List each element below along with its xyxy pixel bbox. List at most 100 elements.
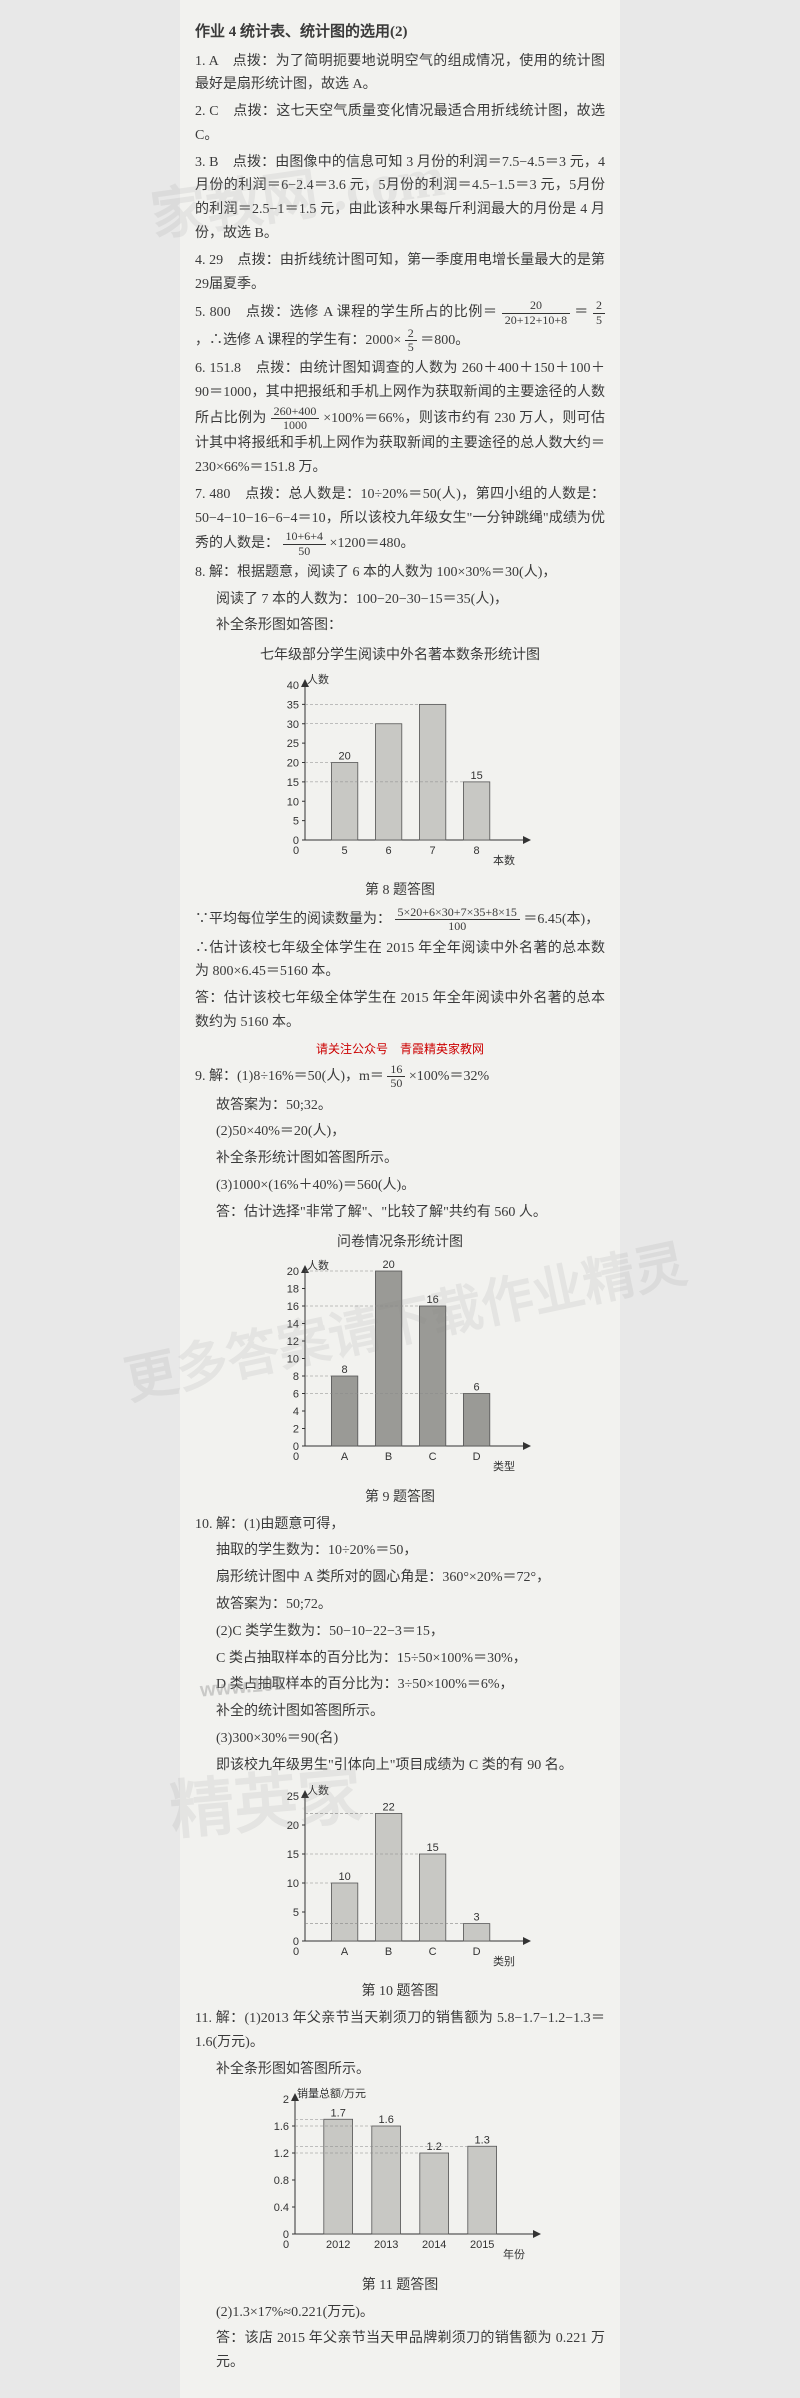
fraction: 25	[405, 327, 417, 354]
chart11-caption: 第 11 题答图	[195, 2274, 605, 2298]
svg-text:2: 2	[283, 2094, 289, 2106]
svg-text:20: 20	[338, 750, 350, 762]
svg-text:0: 0	[283, 2239, 289, 2251]
svg-text:8: 8	[293, 1371, 299, 1383]
answer-10d: 故答案为：50;72。	[195, 1593, 605, 1617]
answer-10c: 扇形统计图中 A 类所对的圆心角是：360°×20%＝72°，	[195, 1566, 605, 1590]
svg-text:2014: 2014	[422, 2239, 446, 2251]
text: ×1200＝480。	[330, 536, 415, 551]
svg-text:0.8: 0.8	[274, 2175, 289, 2187]
answer-10j: 即该校九年级男生"引体向上"项目成绩为 C 类的有 90 名。	[195, 1754, 605, 1778]
answer-9c: (2)50×40%＝20(人)，	[195, 1120, 605, 1144]
header-title: 作业 4 统计表、统计图的选用(2)	[195, 20, 605, 46]
answer-2: 2. C 点拨：这七天空气质量变化情况最适合用折线统计图，故选 C。	[195, 100, 605, 148]
svg-text:1.6: 1.6	[379, 2114, 394, 2126]
svg-text:14: 14	[287, 1319, 299, 1331]
svg-text:15: 15	[287, 777, 299, 789]
answer-3: 3. B 点拨：由图像中的信息可知 3 月份的利润＝7.5−4.5＝3 元，4月…	[195, 151, 605, 246]
svg-text:30: 30	[287, 719, 299, 731]
answer-4: 4. 29 点拨：由折线统计图可知，第一季度用电增长量最大的是第 29届夏季。	[195, 249, 605, 297]
answer-8-tail1: ∴估计该校七年级全体学生在 2015 年全年阅读中外名著的总本数为 800×6.…	[195, 937, 605, 985]
answer-10g: D 类占抽取样本的百分比为：3÷50×100%＝6%，	[195, 1673, 605, 1697]
answer-11c: (2)1.3×17%≈0.221(万元)。	[195, 2301, 605, 2325]
svg-text:20: 20	[287, 1266, 299, 1278]
answer-10a: 10. 解：(1)由题意可得，	[195, 1513, 605, 1537]
svg-text:8: 8	[342, 1364, 348, 1376]
svg-text:2015: 2015	[470, 2239, 494, 2251]
svg-text:0: 0	[293, 1451, 299, 1463]
svg-text:3: 3	[474, 1911, 480, 1923]
svg-text:1.6: 1.6	[274, 2121, 289, 2133]
fraction: 10+6+450	[283, 530, 327, 557]
svg-text:25: 25	[287, 1791, 299, 1803]
answer-7: 7. 480 点拨：总人数是：10÷20%＝50(人)，第四小组的人数是：50−…	[195, 483, 605, 558]
fraction: 260+4001000	[271, 405, 320, 432]
fraction: 2020+12+10+8	[502, 299, 570, 326]
chart10-caption: 第 10 题答图	[195, 1980, 605, 2004]
svg-text:16: 16	[287, 1301, 299, 1313]
svg-text:7: 7	[430, 845, 436, 857]
svg-text:B: B	[385, 1946, 392, 1958]
answer-10i: (3)300×30%＝90(名)	[195, 1727, 605, 1751]
fraction: 25	[593, 299, 605, 326]
chart8-caption: 第 8 题答图	[195, 879, 605, 903]
text: ＝	[574, 305, 589, 320]
svg-text:15: 15	[470, 770, 482, 782]
answer-9d: 补全条形统计图如答图所示。	[195, 1147, 605, 1171]
text: 9. 解：(1)8÷16%＝50(人)，m＝	[195, 1069, 384, 1084]
svg-text:2013: 2013	[374, 2239, 398, 2251]
svg-text:C: C	[429, 1946, 437, 1958]
svg-text:10: 10	[287, 796, 299, 808]
chart8-title: 七年级部分学生阅读中外名著本数条形统计图	[195, 644, 605, 668]
answer-9b: 故答案为：50;32。	[195, 1094, 605, 1118]
svg-text:人数: 人数	[307, 1784, 329, 1797]
answer-11b: 补全条形图如答图所示。	[195, 2058, 605, 2082]
svg-text:5: 5	[293, 1907, 299, 1919]
text: ＝800。	[420, 333, 469, 348]
answer-8c: 补全条形图如答图：	[195, 614, 605, 638]
text: 5. 800 点拨：选修 A 课程的学生所占的比例＝	[195, 305, 498, 320]
svg-text:25: 25	[287, 738, 299, 750]
text: ＝6.45(本)，	[523, 912, 599, 927]
fraction: 1650	[387, 1063, 405, 1090]
red-note: 请关注公众号 青霞精英家教网	[195, 1039, 605, 1059]
svg-text:40: 40	[287, 680, 299, 692]
answer-9a: 9. 解：(1)8÷16%＝50(人)，m＝ 1650 ×100%＝32%	[195, 1063, 605, 1090]
svg-text:10: 10	[338, 1871, 350, 1883]
svg-text:15: 15	[426, 1842, 438, 1854]
svg-text:5: 5	[342, 845, 348, 857]
answer-9f: 答：估计选择"非常了解"、"比较了解"共约有 560 人。	[195, 1201, 605, 1225]
svg-text:1.2: 1.2	[427, 2141, 442, 2153]
svg-text:D: D	[473, 1451, 481, 1463]
svg-text:1.2: 1.2	[274, 2148, 289, 2160]
chart10: 0510152025人数类别10A22B15C3D0 第 10 题答图	[195, 1781, 605, 2004]
svg-text:6: 6	[474, 1382, 480, 1394]
svg-text:0: 0	[293, 845, 299, 857]
svg-text:10: 10	[287, 1878, 299, 1890]
svg-text:18: 18	[287, 1284, 299, 1296]
chart8: 0510152025303540人数本数205671580 第 8 题答图	[195, 670, 605, 903]
answer-6: 6. 151.8 点拨：由统计图知调查的人数为 260＋400＋150＋100＋…	[195, 357, 605, 480]
svg-text:销量总额/万元: 销量总额/万元	[297, 2086, 366, 2100]
chart9-title: 问卷情况条形统计图	[195, 1231, 605, 1255]
answer-9e: (3)1000×(16%＋40%)＝560(人)。	[195, 1174, 605, 1198]
svg-text:C: C	[429, 1451, 437, 1463]
answer-10e: (2)C 类学生数为：50−10−22−3＝15，	[195, 1620, 605, 1644]
svg-text:0.4: 0.4	[274, 2202, 289, 2214]
svg-text:人数: 人数	[307, 1259, 329, 1272]
svg-text:0: 0	[293, 1946, 299, 1958]
answer-8-calc: ∵平均每位学生的阅读数量为： 5×20+6×30+7×35+8×15100 ＝6…	[195, 906, 605, 933]
document-page: 家教网 .com 更多答案请下载作业精灵 精英家 www.101 作业 4 统计…	[180, 0, 620, 2398]
svg-text:本数: 本数	[493, 853, 515, 867]
svg-text:20: 20	[287, 757, 299, 769]
svg-text:A: A	[341, 1946, 349, 1958]
svg-text:4: 4	[293, 1406, 299, 1418]
answer-5: 5. 800 点拨：选修 A 课程的学生所占的比例＝ 2020+12+10+8 …	[195, 299, 605, 354]
chart9: 02468101214161820人数类型8A20B16C6D0 第 9 题答图	[195, 1256, 605, 1509]
svg-text:15: 15	[287, 1849, 299, 1861]
svg-text:6: 6	[293, 1389, 299, 1401]
answer-11a: 11. 解：(1)2013 年父亲节当天剃须刀的销售额为 5.8−1.7−1.2…	[195, 2007, 605, 2055]
answer-10f: C 类占抽取样本的百分比为：15÷50×100%＝30%，	[195, 1647, 605, 1671]
svg-text:6: 6	[386, 845, 392, 857]
chart11: 00.40.81.21.62销量总额/万元年份1.720121.620131.2…	[195, 2084, 605, 2297]
